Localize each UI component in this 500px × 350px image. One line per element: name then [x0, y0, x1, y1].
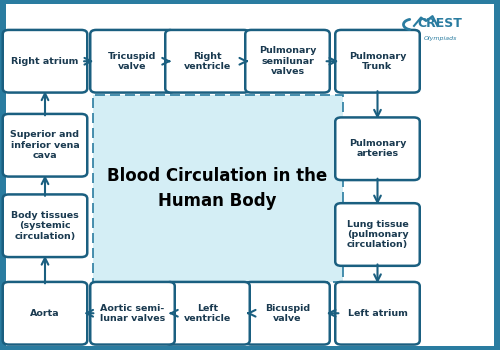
FancyBboxPatch shape	[335, 118, 419, 180]
FancyBboxPatch shape	[335, 282, 419, 344]
Text: Right
ventricle: Right ventricle	[184, 51, 231, 71]
Text: Lung tissue
(pulmonary
circulation): Lung tissue (pulmonary circulation)	[346, 219, 408, 250]
FancyBboxPatch shape	[92, 94, 342, 282]
FancyBboxPatch shape	[3, 114, 87, 177]
Text: Left atrium: Left atrium	[348, 309, 408, 318]
Text: Blood Circulation in the
Human Body: Blood Circulation in the Human Body	[108, 167, 328, 210]
FancyBboxPatch shape	[6, 4, 494, 346]
FancyBboxPatch shape	[335, 203, 419, 266]
Text: Olympiads: Olympiads	[424, 36, 456, 41]
Text: Superior and
inferior vena
cava: Superior and inferior vena cava	[10, 130, 80, 160]
FancyBboxPatch shape	[165, 282, 250, 344]
FancyBboxPatch shape	[165, 30, 250, 93]
Text: Pulmonary
semilunar
valves: Pulmonary semilunar valves	[259, 46, 316, 76]
Text: Pulmonary
Trunk: Pulmonary Trunk	[349, 51, 406, 71]
Text: CREST: CREST	[418, 17, 463, 30]
Text: Aortic semi-
lunar valves: Aortic semi- lunar valves	[100, 303, 165, 323]
Text: Bicuspid
valve: Bicuspid valve	[265, 303, 310, 323]
FancyBboxPatch shape	[335, 30, 419, 93]
Text: Pulmonary
arteries: Pulmonary arteries	[349, 139, 406, 159]
Text: Aorta: Aorta	[30, 309, 60, 318]
FancyBboxPatch shape	[3, 30, 87, 93]
FancyBboxPatch shape	[3, 195, 87, 257]
FancyBboxPatch shape	[245, 30, 330, 93]
Text: Tricuspid
valve: Tricuspid valve	[108, 51, 156, 71]
FancyBboxPatch shape	[245, 282, 330, 344]
Text: Right atrium: Right atrium	[12, 57, 78, 66]
FancyBboxPatch shape	[90, 282, 175, 344]
Text: Left
ventricle: Left ventricle	[184, 303, 231, 323]
FancyBboxPatch shape	[3, 282, 87, 344]
FancyBboxPatch shape	[90, 30, 175, 93]
Text: Body tissues
(systemic
circulation): Body tissues (systemic circulation)	[11, 211, 79, 241]
